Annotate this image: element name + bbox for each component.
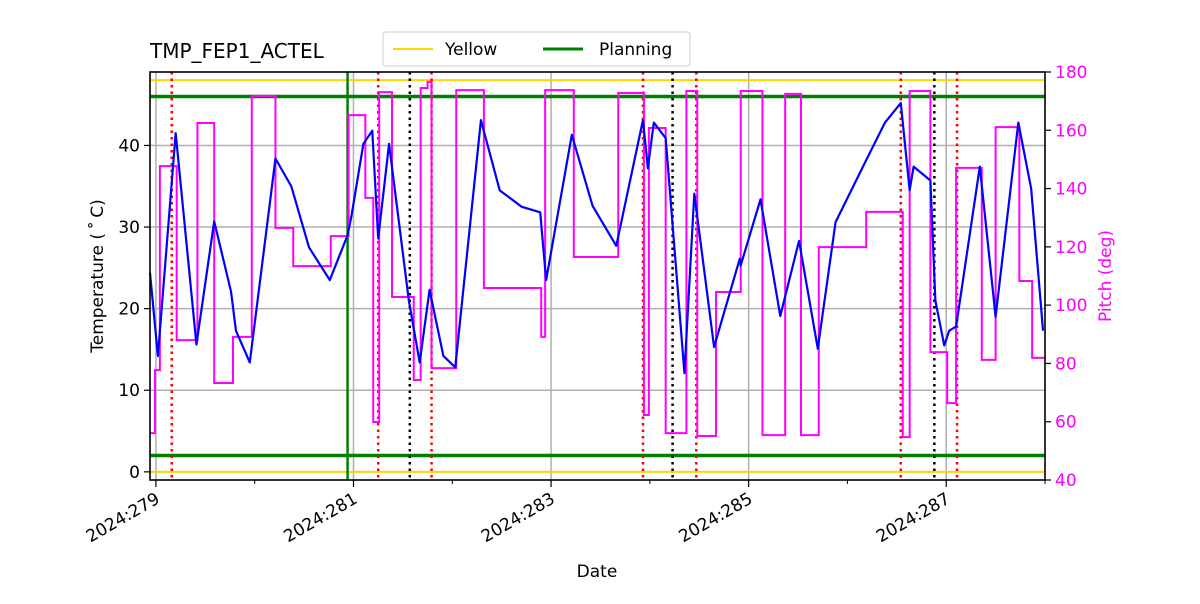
legend-label-yellow: Yellow [444,40,497,60]
pitch-series-line [150,80,1045,439]
axes-frame [149,71,1046,481]
y-tick-label: 10 [118,381,140,401]
legend-box [382,31,691,67]
y2-tick-label: 80 [1055,354,1077,374]
y-tick-label: 20 [118,300,140,320]
x-axis-label: Date [577,562,618,582]
y2-tick-label: 60 [1055,413,1077,433]
y2-tick-label: 140 [1055,180,1087,200]
y2-tick-label: 180 [1055,63,1087,83]
y2-tick-label: 160 [1055,121,1087,141]
y-tick-label: 0 [129,463,140,483]
x-tick-label: 2024:285 [676,489,757,547]
y2-tick-label: 40 [1055,471,1077,491]
y-axis-label: Temperature ( ˚ C) [87,199,108,354]
temperature-series-line [148,101,1045,375]
legend-label-planning: Planning [599,40,672,60]
y-tick-label: 30 [118,218,140,238]
x-tick-label: 2024:279 [83,489,164,547]
plot-area [148,72,1045,480]
y-tick-label: 40 [118,136,140,156]
chart-title: TMP_FEP1_ACTEL [149,39,325,63]
x-tick-label: 2024:283 [478,489,559,547]
y2-tick-label: 120 [1055,238,1087,258]
x-tick-label: 2024:281 [280,489,361,547]
y2-tick-label: 100 [1055,296,1087,316]
legend: Yellow Planning [382,31,691,67]
y2-axis-label: Pitch (deg) [1096,230,1116,322]
x-tick-label: 2024:287 [873,489,954,547]
grid [150,72,1045,480]
